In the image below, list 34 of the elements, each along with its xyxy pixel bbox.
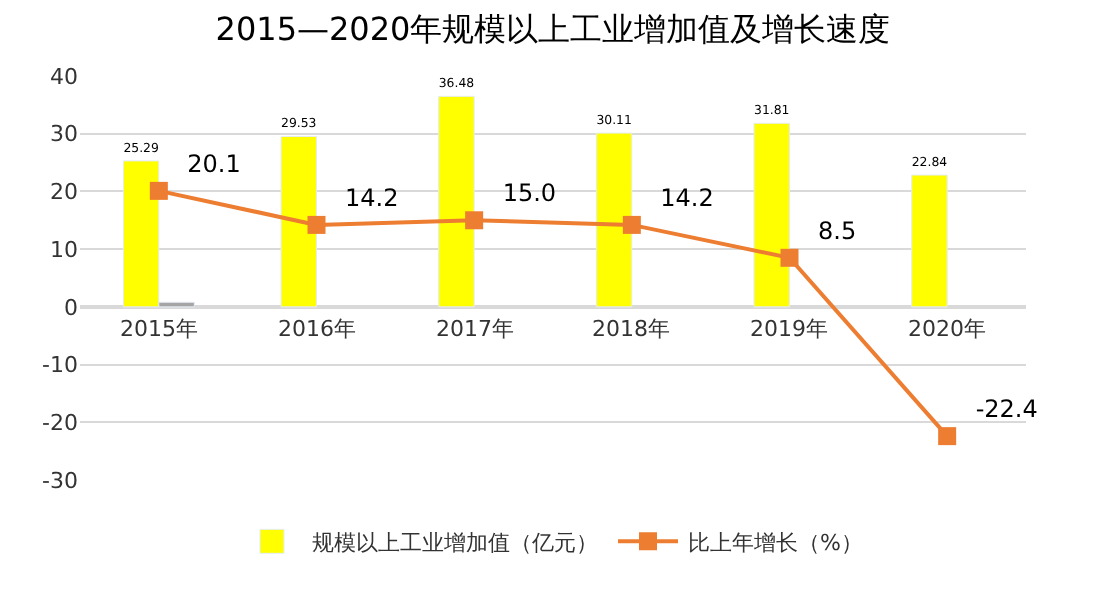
bar: [911, 174, 948, 308]
x-tick-label: 2020年: [908, 316, 986, 342]
bar: [438, 95, 475, 308]
x-tick-label: 2016年: [278, 316, 356, 342]
y-tick-label: 10: [50, 236, 78, 263]
data-label: 14.2: [645, 183, 714, 212]
x-tick-label: 2019年: [750, 316, 828, 342]
data-label: -22.4: [960, 394, 1038, 423]
y-tick-label: 20: [50, 179, 78, 206]
x-tick-label: 2017年: [436, 316, 514, 342]
y-tick-label: 0: [64, 294, 78, 321]
point: [307, 215, 326, 234]
point: [780, 248, 799, 267]
point: [938, 427, 957, 446]
data-label: 8.5: [802, 216, 857, 245]
bar: [595, 132, 633, 308]
data-label: 15.0: [487, 179, 557, 208]
y-tick-label: -10: [42, 352, 78, 379]
point: [149, 181, 168, 200]
x-tick-label: 2015年: [120, 316, 198, 342]
data-label: 20.1: [172, 149, 241, 178]
legend-label: 比上年增长（%）: [688, 529, 863, 556]
y-tick-label: -30: [42, 467, 78, 494]
data-label: 14.2: [329, 183, 399, 212]
point: [622, 215, 641, 234]
y-tick-label: 40: [50, 63, 78, 90]
bar: [753, 122, 790, 308]
legend-label: 规模以上工业增加值（亿元）: [312, 529, 598, 556]
x-tick-label: 2018年: [592, 316, 670, 342]
bar: [280, 135, 317, 308]
y-tick-label: 30: [50, 121, 78, 148]
chart-title: 2015—2020年规模以上工业增加值及增长速度: [215, 10, 891, 49]
point: [465, 211, 484, 230]
y-tick-label: -20: [42, 409, 78, 436]
